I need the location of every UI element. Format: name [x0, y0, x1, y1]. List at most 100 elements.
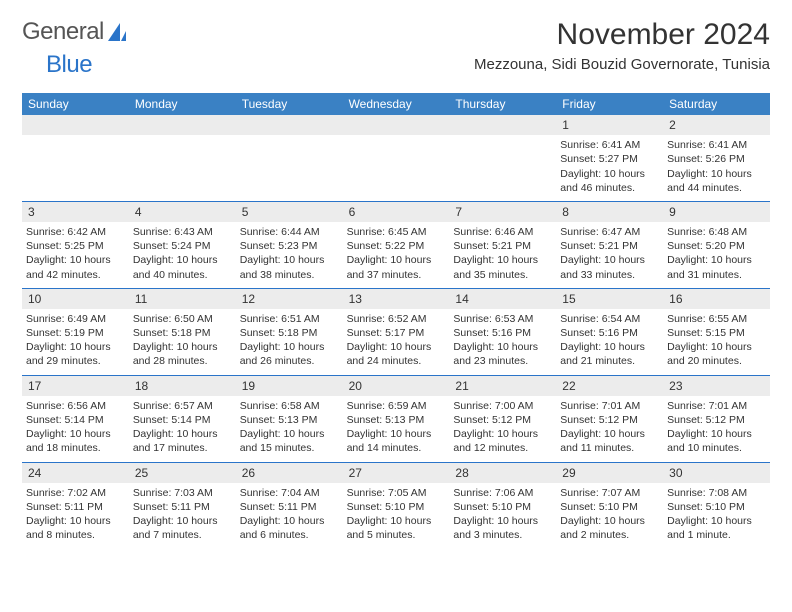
day-number: 16: [663, 289, 770, 309]
dayname-friday: Friday: [556, 93, 663, 115]
daylight-text: Daylight: 10 hours and 17 minutes.: [133, 427, 232, 455]
dayname-sunday: Sunday: [22, 93, 129, 115]
weeks-container: 1Sunrise: 6:41 AMSunset: 5:27 PMDaylight…: [22, 115, 770, 548]
daylight-text: Daylight: 10 hours and 8 minutes.: [26, 514, 125, 542]
daylight-text: Daylight: 10 hours and 28 minutes.: [133, 340, 232, 368]
sunrise-text: Sunrise: 6:53 AM: [453, 312, 552, 326]
sunset-text: Sunset: 5:15 PM: [667, 326, 766, 340]
day-number: 11: [129, 289, 236, 309]
sunset-text: Sunset: 5:17 PM: [347, 326, 446, 340]
calendar-cell: 5Sunrise: 6:44 AMSunset: 5:23 PMDaylight…: [236, 202, 343, 288]
daylight-text: Daylight: 10 hours and 37 minutes.: [347, 253, 446, 281]
daylight-text: Daylight: 10 hours and 35 minutes.: [453, 253, 552, 281]
daylight-text: Daylight: 10 hours and 11 minutes.: [560, 427, 659, 455]
sunset-text: Sunset: 5:14 PM: [133, 413, 232, 427]
day-number: 14: [449, 289, 556, 309]
day-number: 25: [129, 463, 236, 483]
daylight-text: Daylight: 10 hours and 20 minutes.: [667, 340, 766, 368]
brand-part1: General: [22, 18, 104, 46]
day-number: 9: [663, 202, 770, 222]
sunrise-text: Sunrise: 6:41 AM: [560, 138, 659, 152]
sunset-text: Sunset: 5:19 PM: [26, 326, 125, 340]
calendar-cell: 4Sunrise: 6:43 AMSunset: 5:24 PMDaylight…: [129, 202, 236, 288]
calendar-cell: 20Sunrise: 6:59 AMSunset: 5:13 PMDayligh…: [343, 376, 450, 462]
sunrise-text: Sunrise: 6:43 AM: [133, 225, 232, 239]
sunrise-text: Sunrise: 7:00 AM: [453, 399, 552, 413]
sunrise-text: Sunrise: 6:58 AM: [240, 399, 339, 413]
calendar-cell: 24Sunrise: 7:02 AMSunset: 5:11 PMDayligh…: [22, 463, 129, 549]
day-number: 19: [236, 376, 343, 396]
sail-icon: [106, 21, 128, 43]
dayname-thursday: Thursday: [449, 93, 556, 115]
daylight-text: Daylight: 10 hours and 46 minutes.: [560, 167, 659, 195]
calendar-cell: 23Sunrise: 7:01 AMSunset: 5:12 PMDayligh…: [663, 376, 770, 462]
day-number: 30: [663, 463, 770, 483]
calendar-cell: 11Sunrise: 6:50 AMSunset: 5:18 PMDayligh…: [129, 289, 236, 375]
sunset-text: Sunset: 5:26 PM: [667, 152, 766, 166]
daylight-text: Daylight: 10 hours and 38 minutes.: [240, 253, 339, 281]
day-number: 23: [663, 376, 770, 396]
day-number: 18: [129, 376, 236, 396]
calendar-cell: 21Sunrise: 7:00 AMSunset: 5:12 PMDayligh…: [449, 376, 556, 462]
calendar-cell: 3Sunrise: 6:42 AMSunset: 5:25 PMDaylight…: [22, 202, 129, 288]
day-number: [236, 115, 343, 135]
daylight-text: Daylight: 10 hours and 29 minutes.: [26, 340, 125, 368]
day-number: 7: [449, 202, 556, 222]
calendar-cell: 26Sunrise: 7:04 AMSunset: 5:11 PMDayligh…: [236, 463, 343, 549]
brand-part2: Blue: [46, 51, 92, 78]
dayname-tuesday: Tuesday: [236, 93, 343, 115]
daylight-text: Daylight: 10 hours and 23 minutes.: [453, 340, 552, 368]
day-number: 29: [556, 463, 663, 483]
daylight-text: Daylight: 10 hours and 33 minutes.: [560, 253, 659, 281]
dayname-saturday: Saturday: [663, 93, 770, 115]
sunrise-text: Sunrise: 6:54 AM: [560, 312, 659, 326]
sunset-text: Sunset: 5:13 PM: [347, 413, 446, 427]
day-number: 3: [22, 202, 129, 222]
sunrise-text: Sunrise: 6:41 AM: [667, 138, 766, 152]
calendar-week: 10Sunrise: 6:49 AMSunset: 5:19 PMDayligh…: [22, 288, 770, 375]
sunset-text: Sunset: 5:12 PM: [560, 413, 659, 427]
day-number: [129, 115, 236, 135]
daylight-text: Daylight: 10 hours and 15 minutes.: [240, 427, 339, 455]
sunset-text: Sunset: 5:12 PM: [453, 413, 552, 427]
sunrise-text: Sunrise: 6:49 AM: [26, 312, 125, 326]
sunset-text: Sunset: 5:20 PM: [667, 239, 766, 253]
daylight-text: Daylight: 10 hours and 24 minutes.: [347, 340, 446, 368]
sunset-text: Sunset: 5:27 PM: [560, 152, 659, 166]
sunrise-text: Sunrise: 6:59 AM: [347, 399, 446, 413]
daylight-text: Daylight: 10 hours and 26 minutes.: [240, 340, 339, 368]
daylight-text: Daylight: 10 hours and 2 minutes.: [560, 514, 659, 542]
day-number: 12: [236, 289, 343, 309]
daylight-text: Daylight: 10 hours and 7 minutes.: [133, 514, 232, 542]
calendar-cell: 18Sunrise: 6:57 AMSunset: 5:14 PMDayligh…: [129, 376, 236, 462]
calendar-cell: 6Sunrise: 6:45 AMSunset: 5:22 PMDaylight…: [343, 202, 450, 288]
calendar-cell: 15Sunrise: 6:54 AMSunset: 5:16 PMDayligh…: [556, 289, 663, 375]
day-number: 27: [343, 463, 450, 483]
day-number: 24: [22, 463, 129, 483]
sunset-text: Sunset: 5:10 PM: [453, 500, 552, 514]
location-text: Mezzouna, Sidi Bouzid Governorate, Tunis…: [474, 56, 770, 73]
day-number: 5: [236, 202, 343, 222]
sunrise-text: Sunrise: 6:44 AM: [240, 225, 339, 239]
sunrise-text: Sunrise: 6:55 AM: [667, 312, 766, 326]
dayname-wednesday: Wednesday: [343, 93, 450, 115]
sunset-text: Sunset: 5:21 PM: [453, 239, 552, 253]
calendar: Sunday Monday Tuesday Wednesday Thursday…: [22, 93, 770, 548]
title-block: November 2024 Mezzouna, Sidi Bouzid Gove…: [474, 18, 770, 73]
sunrise-text: Sunrise: 6:56 AM: [26, 399, 125, 413]
calendar-cell: 1Sunrise: 6:41 AMSunset: 5:27 PMDaylight…: [556, 115, 663, 201]
day-number: [22, 115, 129, 135]
sunset-text: Sunset: 5:21 PM: [560, 239, 659, 253]
sunset-text: Sunset: 5:10 PM: [560, 500, 659, 514]
calendar-cell: 14Sunrise: 6:53 AMSunset: 5:16 PMDayligh…: [449, 289, 556, 375]
calendar-week: 24Sunrise: 7:02 AMSunset: 5:11 PMDayligh…: [22, 462, 770, 549]
sunset-text: Sunset: 5:25 PM: [26, 239, 125, 253]
sunset-text: Sunset: 5:11 PM: [26, 500, 125, 514]
calendar-cell: 13Sunrise: 6:52 AMSunset: 5:17 PMDayligh…: [343, 289, 450, 375]
sunrise-text: Sunrise: 6:51 AM: [240, 312, 339, 326]
calendar-cell: 2Sunrise: 6:41 AMSunset: 5:26 PMDaylight…: [663, 115, 770, 201]
calendar-cell-empty: [22, 115, 129, 201]
sunset-text: Sunset: 5:16 PM: [560, 326, 659, 340]
calendar-cell-empty: [236, 115, 343, 201]
calendar-cell: 10Sunrise: 6:49 AMSunset: 5:19 PMDayligh…: [22, 289, 129, 375]
